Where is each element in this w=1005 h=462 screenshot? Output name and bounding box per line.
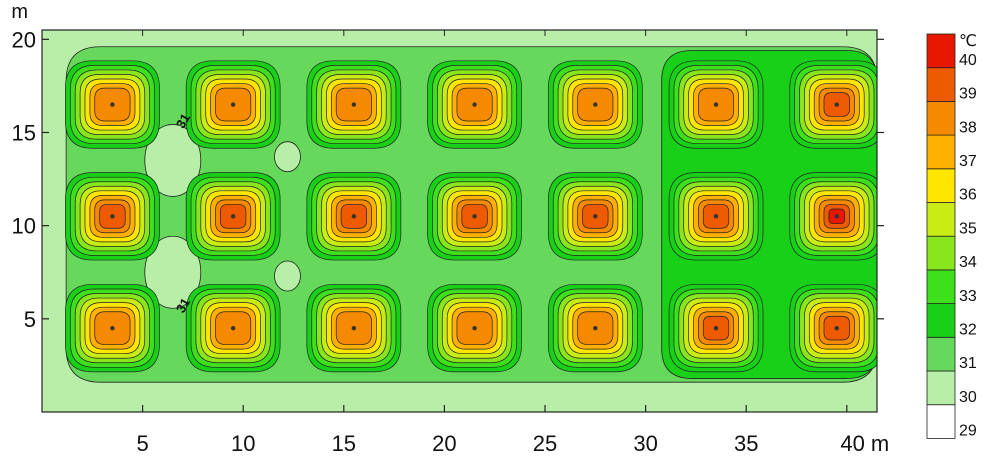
colorbar-swatch xyxy=(926,202,956,237)
source-peak-marker xyxy=(110,102,115,107)
heat-source-contours xyxy=(427,172,522,261)
colorbar-swatch xyxy=(926,336,956,372)
source-peak-marker xyxy=(713,102,719,107)
colorbar-label: 36 xyxy=(959,187,977,204)
source-peak-marker xyxy=(472,214,477,219)
x-tick-label: 30 xyxy=(633,431,657,456)
source-peak-marker xyxy=(834,102,839,107)
colorbar-label: 40 xyxy=(959,52,977,69)
colorbar-swatch xyxy=(926,370,956,406)
heat-source-contours xyxy=(547,284,643,373)
heat-source-contours xyxy=(306,60,402,149)
cool-pocket xyxy=(274,260,301,292)
heat-source-contours xyxy=(789,172,877,261)
colorbar-swatch xyxy=(926,67,956,102)
y-tick-label: 15 xyxy=(12,120,36,145)
colorbar-label: 33 xyxy=(959,288,977,305)
colorbar-label: 31 xyxy=(959,355,977,372)
colorbar-label: 32 xyxy=(959,321,977,338)
source-peak-marker xyxy=(230,102,236,107)
source-peak-marker xyxy=(593,102,598,107)
source-peak-marker xyxy=(472,325,477,331)
y-tick-label: 20 xyxy=(12,27,36,52)
y-tick-label: 10 xyxy=(12,214,36,239)
source-peak-marker xyxy=(834,214,839,219)
cool-pocket xyxy=(274,141,301,173)
colorbar-label: 30 xyxy=(959,389,977,406)
colorbar-unit: ℃ xyxy=(959,33,977,50)
heat-source-contours xyxy=(668,172,764,261)
heat-source-contours xyxy=(427,284,522,373)
colorbar-swatch xyxy=(926,235,956,271)
plot-frame xyxy=(41,29,878,413)
colorbar-swatch xyxy=(926,168,956,203)
heat-source-contours xyxy=(65,284,160,373)
x-tick-label: 40 m xyxy=(840,431,889,456)
source-peak-marker xyxy=(230,325,236,331)
x-tick-label: 35 xyxy=(734,431,758,456)
colorbar-swatch xyxy=(926,134,956,170)
source-peak-marker xyxy=(230,214,236,219)
colorbar-label: 29 xyxy=(959,423,977,440)
colorbar-swatch xyxy=(926,303,956,338)
heat-source-contours xyxy=(185,284,281,373)
heat-source-contours xyxy=(185,60,281,149)
source-peak-marker xyxy=(110,214,115,219)
source-peak-marker xyxy=(713,325,719,331)
colorbar-swatch xyxy=(926,33,956,69)
heat-source-contours xyxy=(789,60,877,149)
colorbar-swatch xyxy=(926,404,956,439)
source-peak-marker xyxy=(593,325,598,331)
colorbar-label: 38 xyxy=(959,119,977,136)
x-tick-label: 5 xyxy=(136,431,148,456)
colorbar-swatch xyxy=(926,269,956,304)
heat-source-contours xyxy=(547,172,643,261)
x-tick-label: 15 xyxy=(332,431,356,456)
source-peak-marker xyxy=(110,325,115,331)
colorbar-swatch xyxy=(926,101,956,136)
heat-source-contours xyxy=(185,172,281,261)
source-peak-marker xyxy=(713,214,719,219)
heat-source-contours xyxy=(789,284,877,373)
x-tick-label: 20 xyxy=(432,431,456,456)
source-peak-marker xyxy=(351,214,357,219)
x-axis: 5 10 15 20 25 30 35 40 m xyxy=(136,30,889,456)
contour-label: 31 xyxy=(173,295,193,315)
source-peak-marker xyxy=(351,102,357,107)
colorbar-legend: 29 30 31 32 33 34 35 36 37 38 39 40 ℃ xyxy=(926,33,977,440)
colorbar-label: 39 xyxy=(959,86,977,103)
cool-pocket xyxy=(144,124,202,197)
source-peak-marker xyxy=(351,325,357,331)
source-peak-marker xyxy=(472,102,477,107)
heat-source-contours xyxy=(65,172,160,261)
source-peak-marker xyxy=(593,214,598,219)
heat-source-contours xyxy=(306,284,402,373)
heat-source-contours xyxy=(65,60,160,149)
y-unit-label: m xyxy=(11,1,28,23)
colorbar-label: 34 xyxy=(959,254,977,271)
plot-area: 31 31 xyxy=(41,29,878,413)
cool-pocket xyxy=(144,235,202,309)
heat-source-contours xyxy=(427,60,522,149)
colorbar-label: 37 xyxy=(959,153,977,170)
source-peak-marker xyxy=(834,325,839,331)
heat-source-contours xyxy=(668,60,764,149)
heat-source-contours xyxy=(547,60,643,149)
y-tick-label: 5 xyxy=(24,307,36,332)
colorbar-label: 35 xyxy=(959,220,977,237)
x-tick-label: 10 xyxy=(231,431,255,456)
heat-source-contours xyxy=(306,172,402,261)
heat-source-contours xyxy=(668,284,764,373)
y-axis: 5 10 15 20 m xyxy=(11,1,884,332)
contour-label: 31 xyxy=(173,111,193,131)
x-tick-label: 25 xyxy=(533,431,557,456)
